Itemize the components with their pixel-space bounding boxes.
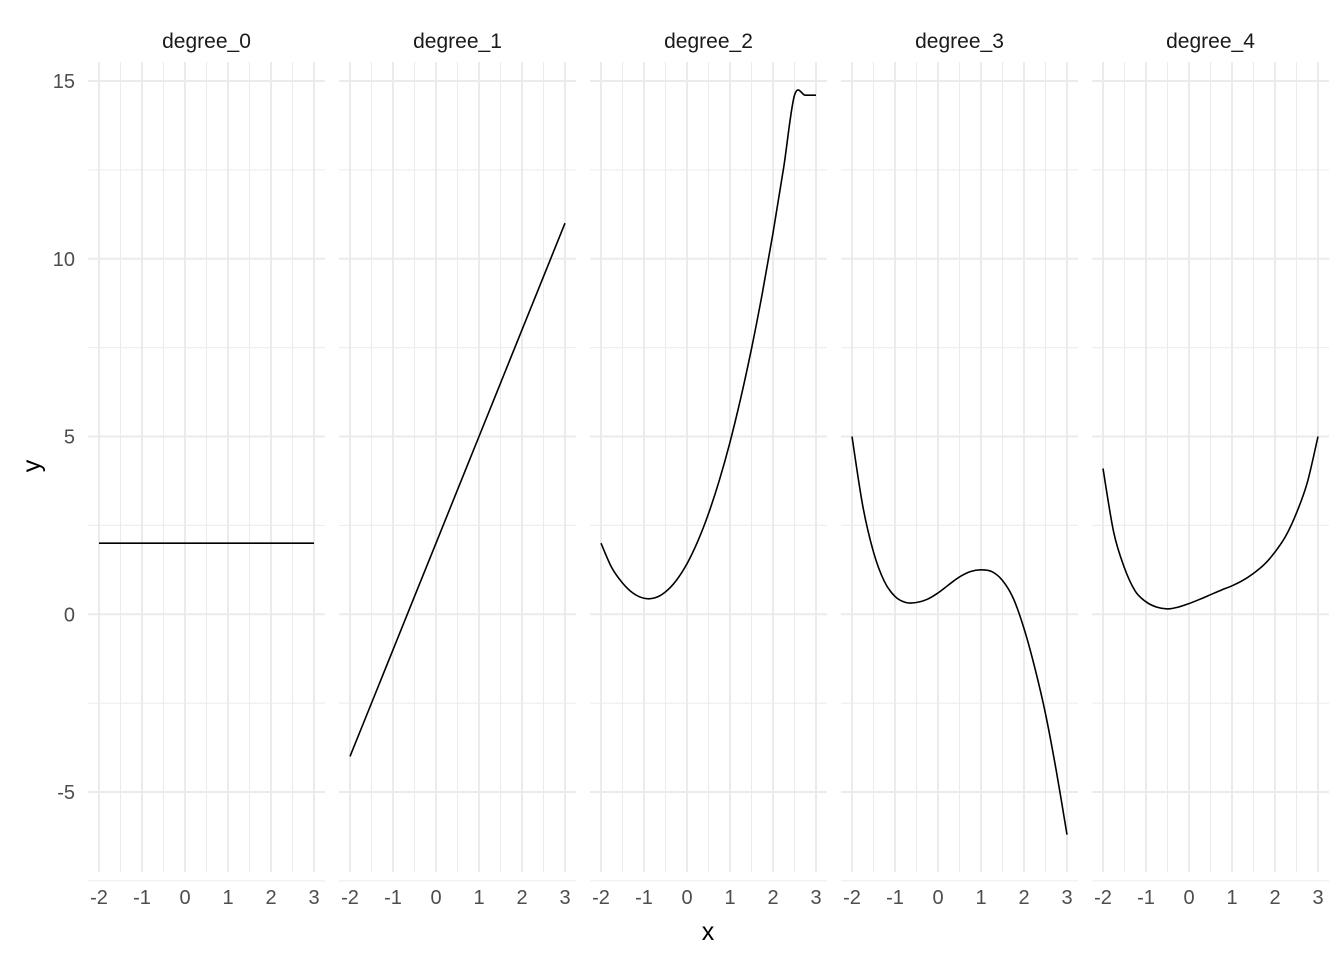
x-tick-label: 1 <box>473 887 484 909</box>
facet-title: degree_2 <box>664 30 753 53</box>
x-tick-label: 0 <box>179 887 190 909</box>
x-tick-label: 0 <box>681 887 692 909</box>
x-tick-label: -2 <box>843 887 861 909</box>
series-line-degree_1 <box>349 222 566 757</box>
x-tick-label: -1 <box>384 887 402 909</box>
series-line-degree_3 <box>851 436 1068 835</box>
series-line-degree_2 <box>600 89 816 600</box>
facet-panel-degree_0: degree_0 -2 -1 0 1 2 3 <box>88 30 325 909</box>
x-tick-label: 1 <box>724 887 735 909</box>
x-tick-label: -1 <box>1137 887 1155 909</box>
x-tick-label: 3 <box>308 887 319 909</box>
x-tick-label: -2 <box>1094 887 1112 909</box>
x-tick-label: 2 <box>1269 887 1280 909</box>
series-line-degree_4 <box>1102 436 1319 610</box>
facet-title: degree_0 <box>162 30 251 53</box>
x-tick-label: 1 <box>975 887 986 909</box>
x-tick-label: 1 <box>1226 887 1237 909</box>
x-tick-label: -1 <box>886 887 904 909</box>
x-tick-label: 2 <box>265 887 276 909</box>
y-tick-label: 10 <box>53 249 75 271</box>
x-tick-label: 2 <box>1018 887 1029 909</box>
x-tick-label: 2 <box>767 887 778 909</box>
y-tick-label: 15 <box>53 71 75 93</box>
facet-panel-degree_3: degree_3 -2 -1 0 1 2 3 <box>841 30 1078 909</box>
x-tick-label: 0 <box>932 887 943 909</box>
x-tick-label: 0 <box>430 887 441 909</box>
x-tick-label: 3 <box>1061 887 1072 909</box>
x-axis-title: x <box>702 918 715 946</box>
y-axis-labels: -5 0 5 10 15 <box>53 71 75 804</box>
x-tick-label: 3 <box>1312 887 1323 909</box>
facet-panel-degree_1: degree_1 -2 -1 0 1 2 3 <box>339 30 576 909</box>
x-tick-label: -1 <box>635 887 653 909</box>
y-tick-label: 0 <box>64 604 75 626</box>
x-tick-label: -1 <box>133 887 151 909</box>
facet-panel-degree_2: degree_2 -2 -1 0 1 2 3 <box>590 30 827 909</box>
y-tick-label: 5 <box>64 427 75 449</box>
x-tick-label: 1 <box>222 887 233 909</box>
facet-title: degree_3 <box>915 30 1004 53</box>
x-tick-label: -2 <box>592 887 610 909</box>
y-tick-label: -5 <box>57 782 75 804</box>
x-tick-label: -2 <box>341 887 359 909</box>
facet-title: degree_1 <box>413 30 502 53</box>
y-axis-title: y <box>18 459 46 472</box>
x-tick-label: 3 <box>810 887 821 909</box>
x-tick-label: -2 <box>90 887 108 909</box>
x-tick-label: 0 <box>1183 887 1194 909</box>
facet-panel-degree_4: degree_4 -2 -1 0 1 2 3 <box>1092 30 1329 909</box>
x-tick-label: 2 <box>516 887 527 909</box>
x-tick-label: 3 <box>559 887 570 909</box>
facet-title: degree_4 <box>1166 30 1255 53</box>
